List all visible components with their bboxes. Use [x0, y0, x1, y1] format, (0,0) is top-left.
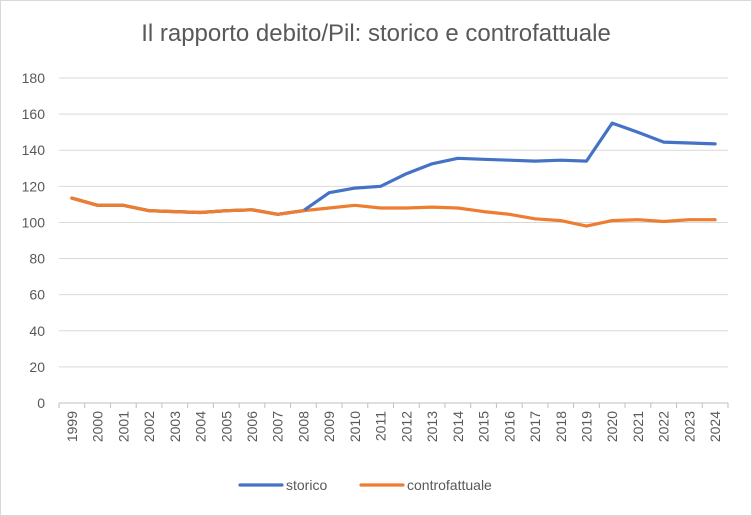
x-tick-label: 2018	[553, 411, 569, 442]
x-tick-label: 2014	[450, 411, 466, 442]
x-tick-label: 2000	[90, 411, 106, 442]
series-line-overlap	[70, 196, 305, 216]
x-tick-label: 2023	[681, 411, 697, 442]
x-tick-label: 2013	[424, 411, 440, 442]
chart-title: Il rapporto debito/Pil: storico e contro…	[141, 20, 611, 47]
x-tick-label: 2022	[656, 411, 672, 442]
y-tick-label: 0	[37, 395, 45, 411]
x-tick-label: 2010	[347, 411, 363, 442]
x-tick-label: 2016	[501, 411, 517, 442]
x-tick-label: 2001	[115, 411, 131, 442]
legend-label: controfattuale	[407, 477, 492, 493]
x-tick-label: 2021	[630, 411, 646, 442]
y-tick-label: 180	[22, 70, 46, 86]
x-tick-label: 2002	[141, 411, 157, 442]
x-tick-label: 2015	[476, 411, 492, 442]
x-tick-label: 2009	[321, 411, 337, 442]
x-tick-label: 2008	[295, 411, 311, 442]
y-tick-label: 60	[29, 287, 45, 303]
y-tick-label: 20	[29, 359, 45, 375]
x-tick-label: 1999	[64, 411, 80, 442]
x-tick-label: 2004	[193, 411, 209, 442]
y-tick-label: 140	[22, 142, 46, 158]
y-tick-label: 40	[29, 323, 45, 339]
y-tick-label: 100	[22, 214, 46, 230]
y-tick-label: 120	[22, 178, 46, 194]
x-tick-label: 2017	[527, 411, 543, 442]
series-line-storico	[70, 121, 717, 216]
x-tick-label: 2020	[604, 411, 620, 442]
x-tick-label: 2005	[218, 411, 234, 442]
x-tick-label: 2006	[244, 411, 260, 442]
x-tick-label: 2003	[167, 411, 183, 442]
x-tick-label: 2019	[578, 411, 594, 442]
x-tick-label: 2007	[270, 411, 286, 442]
x-tick-label: 2012	[398, 411, 414, 442]
x-tick-label: 2011	[373, 411, 389, 441]
legend-label: storico	[286, 477, 327, 493]
y-tick-label: 160	[22, 106, 46, 122]
x-tick-label: 2024	[707, 411, 723, 442]
y-tick-label: 80	[29, 251, 45, 267]
